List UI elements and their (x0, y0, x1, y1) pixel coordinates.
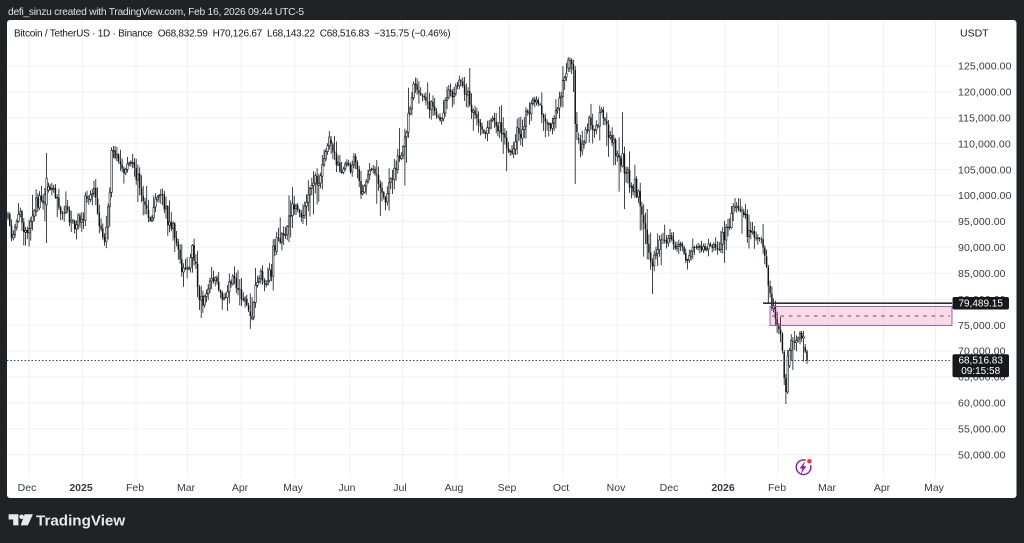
svg-text:May: May (283, 482, 304, 494)
svg-text:2025: 2025 (69, 482, 93, 494)
svg-text:110,000.00: 110,000.00 (958, 138, 1011, 150)
svg-text:Apr: Apr (874, 482, 891, 494)
svg-text:60,000.00: 60,000.00 (958, 398, 1006, 410)
svg-text:85,000.00: 85,000.00 (958, 268, 1006, 280)
svg-text:TradingView: TradingView (36, 512, 125, 529)
svg-text:Feb: Feb (768, 482, 786, 494)
svg-text:2026: 2026 (711, 482, 735, 494)
svg-text:Sep: Sep (498, 482, 517, 494)
svg-text:90,000.00: 90,000.00 (958, 242, 1006, 254)
svg-text:May: May (924, 482, 945, 494)
svg-text:defi_sinzu created with Tradin: defi_sinzu created with TradingView.com,… (8, 7, 304, 18)
svg-text:Jul: Jul (393, 482, 406, 494)
svg-text:Nov: Nov (607, 482, 626, 494)
svg-text:Mar: Mar (177, 482, 196, 494)
svg-text:Feb: Feb (126, 482, 144, 494)
svg-text:120,000.00: 120,000.00 (958, 87, 1012, 99)
svg-text:50,000.00: 50,000.00 (958, 449, 1006, 461)
svg-text:55,000.00: 55,000.00 (958, 423, 1006, 435)
svg-text:Mar: Mar (818, 482, 837, 494)
svg-text:USDT: USDT (960, 28, 989, 40)
svg-text:79,489.15: 79,489.15 (958, 298, 1003, 309)
svg-text:75,000.00: 75,000.00 (958, 320, 1006, 332)
svg-text:115,000.00: 115,000.00 (958, 113, 1011, 125)
svg-text:Bitcoin / TetherUS · 1D · Bina: Bitcoin / TetherUS · 1D · Binance O68,83… (14, 29, 450, 40)
svg-text:105,000.00: 105,000.00 (958, 164, 1012, 176)
svg-text:Apr: Apr (232, 482, 249, 494)
svg-text:Jun: Jun (339, 482, 356, 494)
svg-text:Oct: Oct (553, 482, 569, 494)
svg-text:68,516.83: 68,516.83 (958, 355, 1003, 366)
svg-text:09:15:58: 09:15:58 (961, 366, 1000, 377)
svg-text:125,000.00: 125,000.00 (958, 61, 1012, 73)
svg-text:Dec: Dec (660, 482, 679, 494)
svg-text:95,000.00: 95,000.00 (958, 216, 1006, 228)
svg-text:100,000.00: 100,000.00 (958, 190, 1012, 202)
svg-text:Dec: Dec (18, 482, 37, 494)
svg-text:Aug: Aug (445, 482, 464, 494)
